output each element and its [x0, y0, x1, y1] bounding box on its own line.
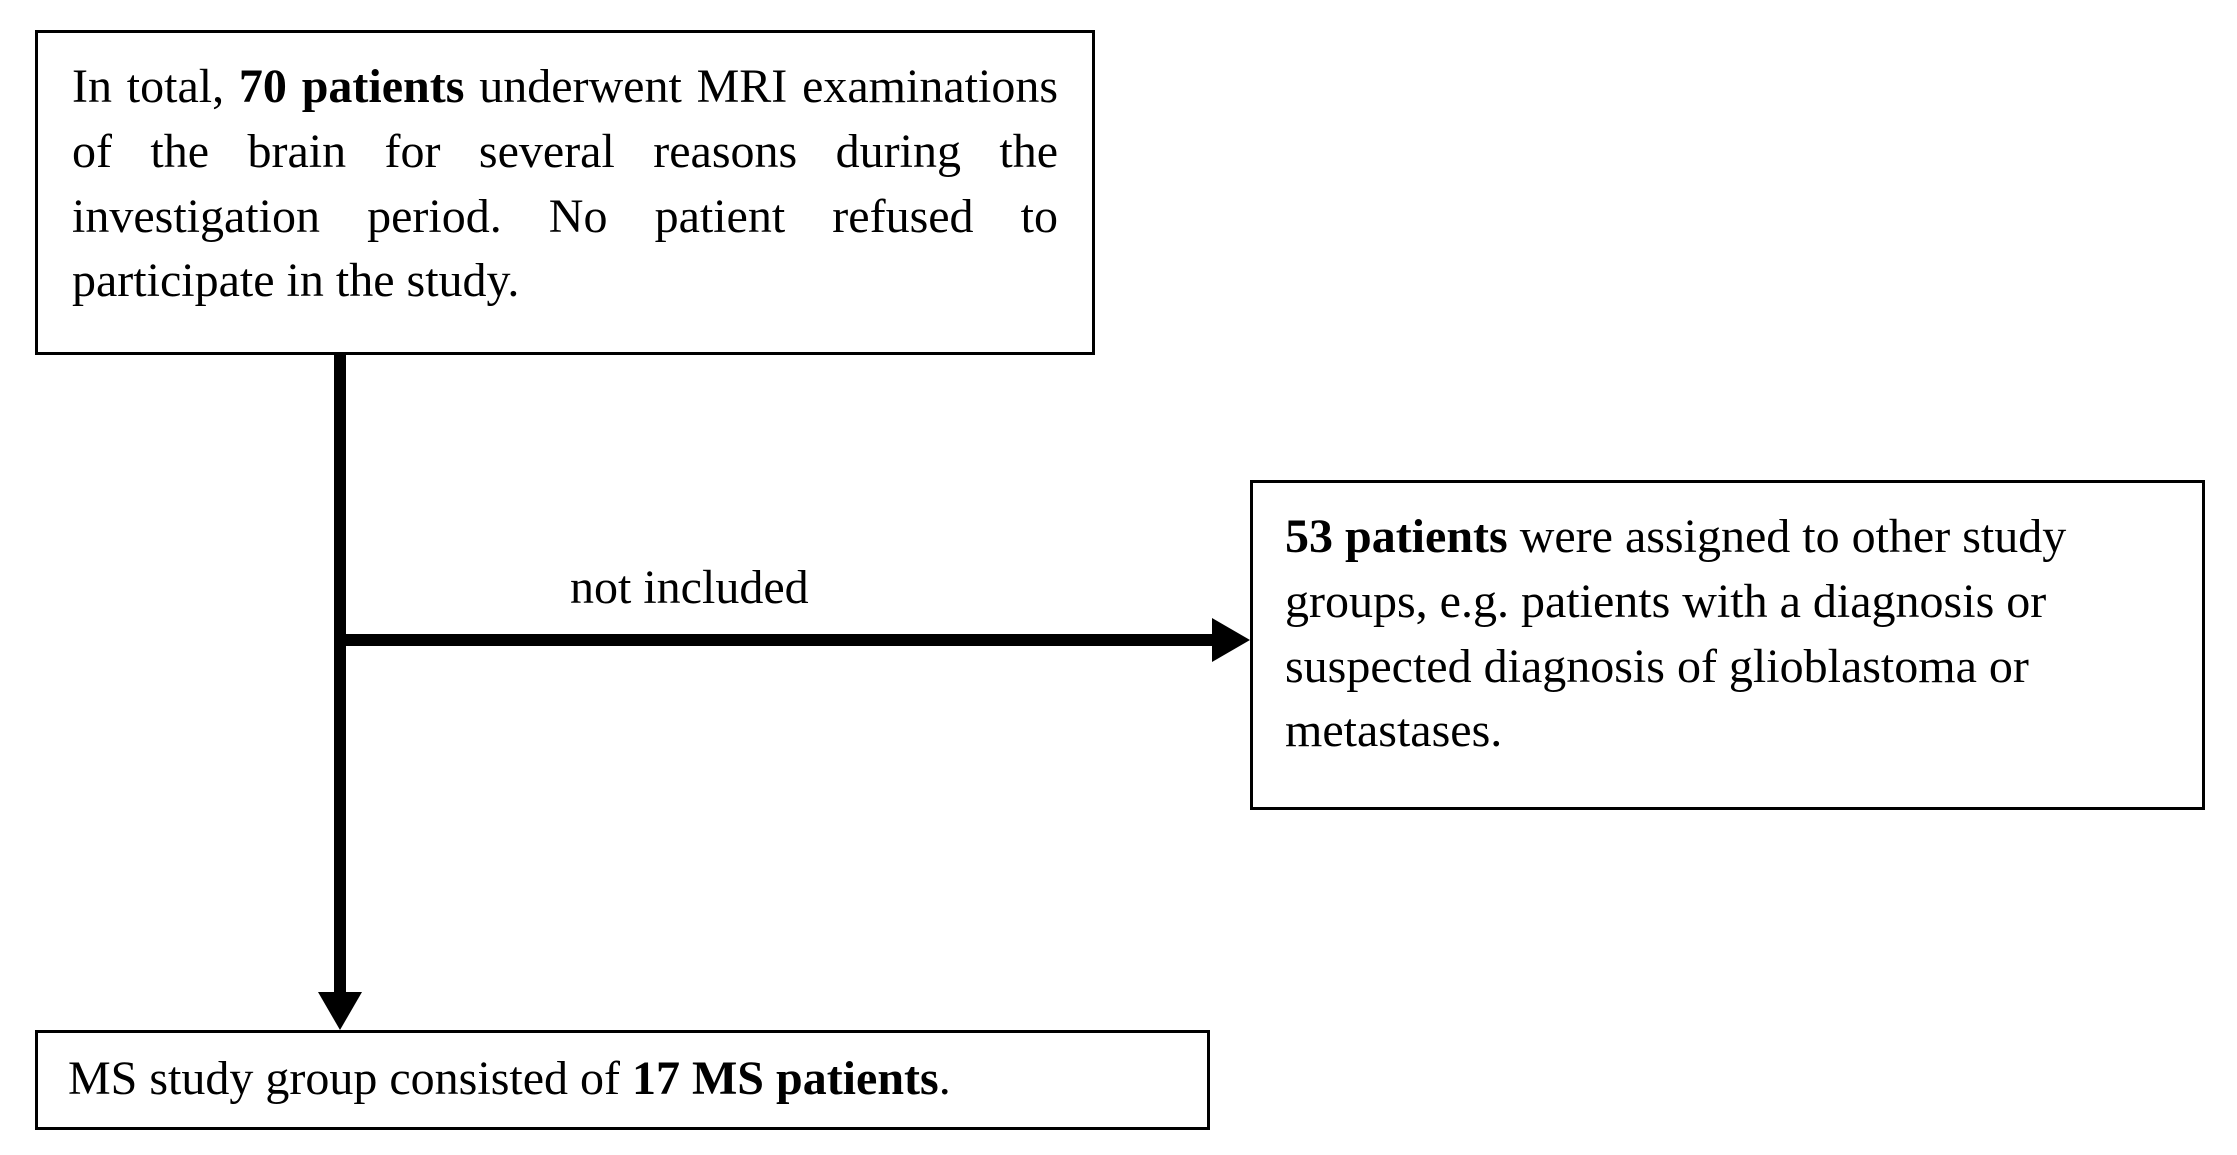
node-ms-study-group: MS study group consisted of 17 MS patien…: [35, 1030, 1210, 1130]
node-total-patients: In total, 70 patients underwent MRI exam…: [35, 30, 1095, 355]
edge-horizontal-line: [340, 634, 1212, 646]
flowchart-canvas: In total, 70 patients underwent MRI exam…: [0, 0, 2237, 1155]
edge-label-not-included: not included: [570, 560, 809, 615]
node-excluded-patients: 53 patients were assigned to other study…: [1250, 480, 2205, 810]
node-excluded-patients-text: 53 patients were assigned to other study…: [1285, 505, 2170, 764]
node-total-patients-text: In total, 70 patients underwent MRI exam…: [72, 55, 1058, 314]
edge-horizontal-arrowhead-icon: [1212, 618, 1250, 662]
node-ms-study-group-text: MS study group consisted of 17 MS patien…: [68, 1047, 1177, 1112]
edge-vertical-arrowhead-icon: [318, 992, 362, 1030]
edge-vertical-line: [334, 355, 346, 992]
